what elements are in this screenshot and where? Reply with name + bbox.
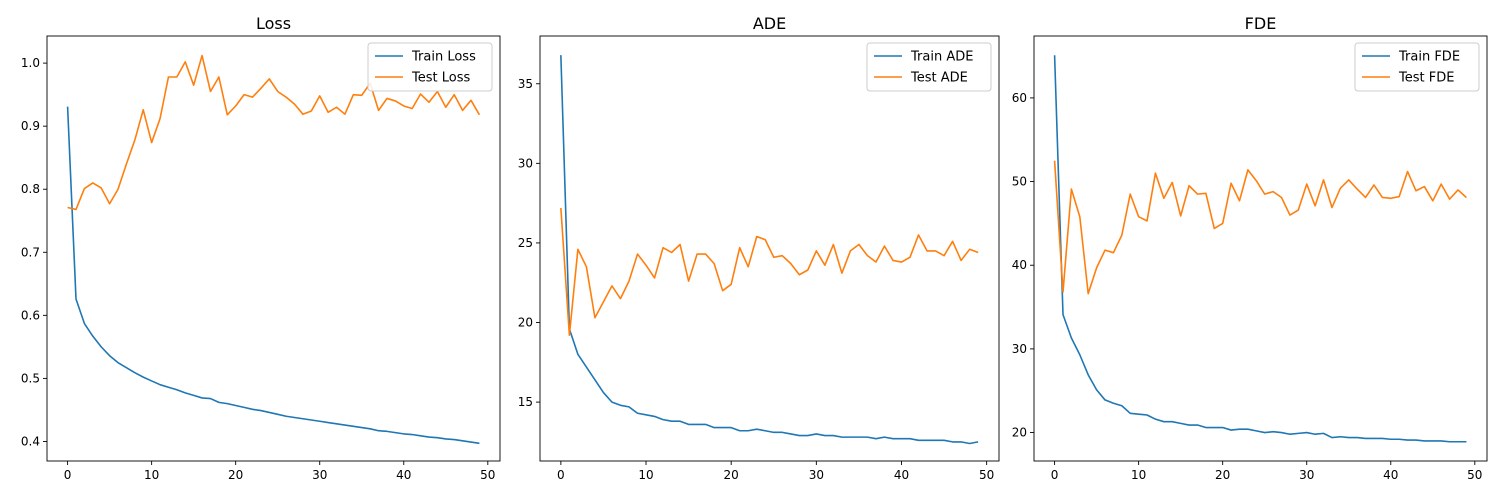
y-tick-label: 30 (1012, 342, 1027, 356)
y-tick-label: 0.4 (21, 434, 40, 448)
x-tick-label: 30 (312, 468, 327, 482)
y-tick-label: 0.7 (21, 245, 40, 259)
y-tick-label: 20 (518, 316, 533, 330)
x-tick-label: 20 (724, 468, 739, 482)
legend: Train ADE Test ADE (866, 42, 992, 92)
y-tick-label: 0.5 (21, 371, 40, 385)
y-tick-label: 25 (518, 236, 533, 250)
y-tick-label: 50 (1012, 175, 1027, 189)
x-tick-label: 0 (557, 468, 565, 482)
chart-title: Loss (256, 14, 291, 33)
x-tick-label: 40 (396, 468, 411, 482)
legend-box (866, 42, 992, 92)
x-tick-label: 20 (228, 468, 243, 482)
y-tick-label: 35 (518, 77, 533, 91)
x-tick-label: 40 (1383, 468, 1398, 482)
x-tick-label: 50 (979, 468, 994, 482)
y-tick-label: 1.0 (21, 56, 40, 70)
y-tick-label: 0.6 (21, 308, 40, 322)
axes-frame (539, 35, 1000, 462)
y-tick-label: 30 (518, 156, 533, 170)
x-tick-label: 10 (144, 468, 159, 482)
legend-label-1: Test ADE (910, 71, 968, 86)
axes-frame (1033, 35, 1488, 462)
x-tick-label: 0 (1051, 468, 1059, 482)
chart-1: ADE 0 10 20 30 40 50 15 20 25 30 35 Train ADE Test AD… (518, 14, 1000, 482)
axes-frame (46, 35, 501, 462)
y-tick-label: 0.8 (21, 182, 40, 196)
chart-2: FDE 0 10 20 30 40 50 20 30 40 50 60 Train FDE Test FD… (1012, 14, 1488, 482)
legend: Train Loss Test Loss (367, 42, 493, 92)
x-tick-label: 0 (64, 468, 72, 482)
legend-label-0: Train FDE (1398, 50, 1460, 65)
x-tick-label: 30 (809, 468, 824, 482)
legend-label-1: Test Loss (411, 71, 470, 86)
series-line-1 (560, 207, 979, 337)
series-line-0 (1053, 55, 1467, 443)
y-tick-label: 0.9 (21, 119, 40, 133)
x-tick-label: 10 (1131, 468, 1146, 482)
chart-title: ADE (753, 14, 786, 33)
legend-box (1354, 42, 1480, 92)
legend-box (367, 42, 493, 92)
y-tick-label: 40 (1012, 258, 1027, 272)
legend-label-0: Train ADE (910, 50, 973, 65)
x-tick-label: 20 (1215, 468, 1230, 482)
chart-0: Loss 0 10 20 30 40 50 0.4 0.5 0.6 0.7 0.8 0.9 1.0 Trai… (21, 14, 501, 482)
x-tick-label: 30 (1299, 468, 1314, 482)
series-line-1 (1053, 160, 1467, 295)
y-tick-label: 60 (1012, 91, 1027, 105)
series-line-1 (67, 54, 481, 211)
x-tick-label: 50 (480, 468, 495, 482)
y-tick-label: 15 (518, 395, 533, 409)
x-tick-label: 10 (638, 468, 653, 482)
x-tick-label: 40 (894, 468, 909, 482)
legend: Train FDE Test FDE (1354, 42, 1480, 92)
legend-label-1: Test FDE (1398, 71, 1454, 86)
series-line-0 (560, 55, 979, 445)
y-tick-label: 20 (1012, 426, 1027, 440)
x-tick-label: 50 (1467, 468, 1482, 482)
series-line-0 (66, 106, 480, 445)
legend-label-0: Train Loss (411, 50, 476, 65)
chart-title: FDE (1245, 14, 1277, 33)
